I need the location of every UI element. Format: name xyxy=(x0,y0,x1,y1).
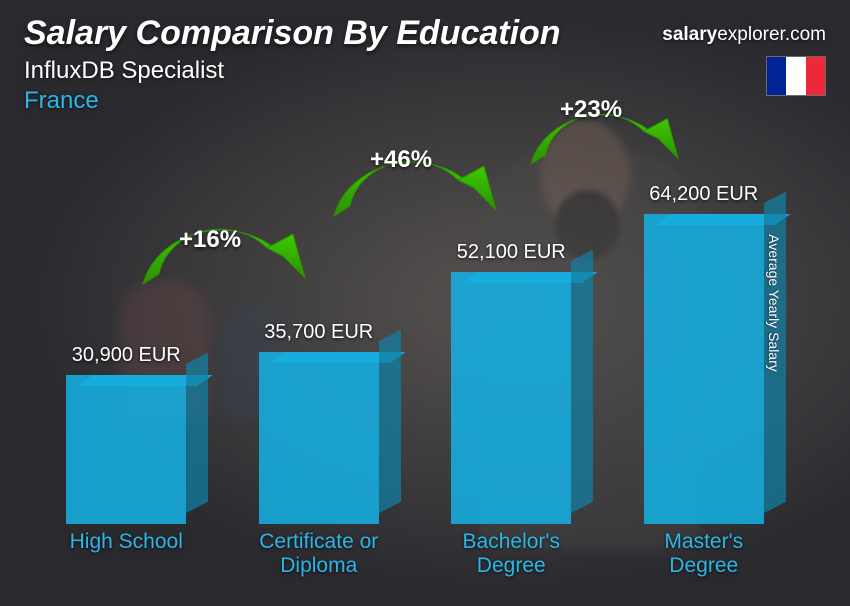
bar-side-face xyxy=(379,330,401,513)
category-label: Certificate orDiploma xyxy=(233,530,406,578)
bar-group: 30,900 EUR xyxy=(40,344,213,524)
flag-stripe-3 xyxy=(806,57,825,95)
percent-increase-label: +16% xyxy=(179,226,241,254)
bar-value-label: 52,100 EUR xyxy=(457,241,566,264)
bar-group: 35,700 EUR xyxy=(233,321,406,524)
flag-stripe-1 xyxy=(767,57,786,95)
brand-bold: salary xyxy=(662,24,717,45)
bar-side-face xyxy=(571,250,593,513)
bar-front-face xyxy=(644,214,764,524)
category-label: High School xyxy=(40,530,213,578)
arrow-icon xyxy=(316,128,506,238)
job-title: InfluxDB Specialist xyxy=(24,57,826,85)
bar-value-label: 35,700 EUR xyxy=(264,321,373,344)
bar-front-face xyxy=(259,352,379,524)
increase-arrow: +46% xyxy=(316,128,506,238)
bar-3d xyxy=(66,375,186,524)
bar-front-face xyxy=(66,375,186,524)
bar-3d xyxy=(644,214,764,524)
brand-rest: explorer.com xyxy=(717,24,826,45)
increase-arrow: +16% xyxy=(125,196,315,306)
country-label: France xyxy=(24,87,826,115)
flag-stripe-2 xyxy=(786,57,805,95)
bar-3d xyxy=(259,352,379,524)
category-label: Bachelor'sDegree xyxy=(425,530,598,578)
brand-logo: salaryexplorer.com xyxy=(662,24,826,46)
bar-side-face xyxy=(186,353,208,513)
y-axis-label: Average Yearly Salary xyxy=(765,234,781,372)
category-labels: High School Certificate orDiploma Bachelor… xyxy=(40,530,790,578)
bar-3d xyxy=(451,272,571,524)
bar-group: 64,200 EUR xyxy=(618,183,791,524)
percent-increase-label: +46% xyxy=(370,146,432,174)
france-flag-icon xyxy=(766,56,826,96)
bar-value-label: 64,200 EUR xyxy=(649,183,758,206)
category-label: Master'sDegree xyxy=(618,530,791,578)
bar-group: 52,100 EUR xyxy=(425,241,598,524)
bar-front-face xyxy=(451,272,571,524)
bar-value-label: 30,900 EUR xyxy=(72,344,181,367)
